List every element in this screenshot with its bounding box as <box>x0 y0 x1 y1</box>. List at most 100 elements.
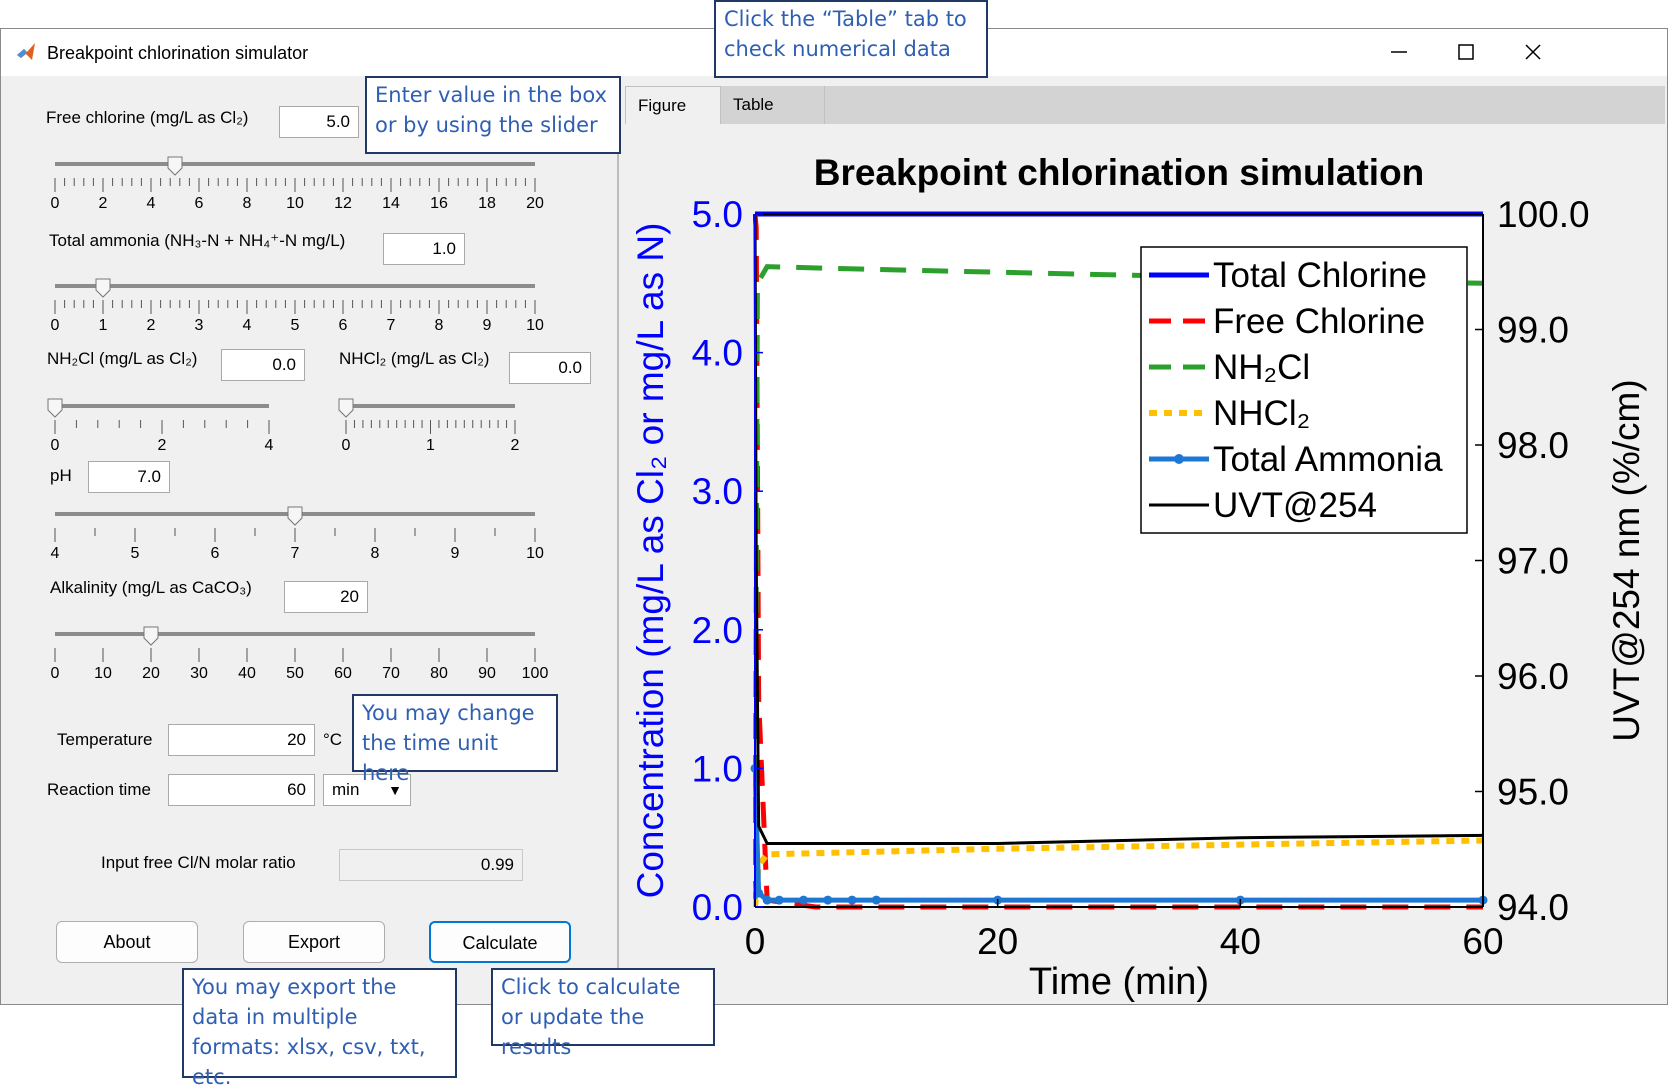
slider-tick-label: 10 <box>526 545 544 562</box>
data-point <box>871 895 881 905</box>
app-window: Breakpoint chlorination simulator Free c… <box>0 28 1668 1005</box>
matlab-logo-icon <box>17 43 35 60</box>
total-ammonia-label: Total ammonia (NH₃-N + NH₄⁺-N mg/L) <box>49 231 346 250</box>
breakpoint-chart: Breakpoint chlorination simulation 0 20 40 6… <box>630 152 1647 1003</box>
y-tick-label: 0.0 <box>692 887 743 928</box>
legend-label: Free Chlorine <box>1213 302 1425 341</box>
data-point <box>823 895 833 905</box>
slider-tick-label: 2 <box>99 195 108 212</box>
chevron-down-icon: ▼ <box>388 782 402 798</box>
ph-input[interactable]: 7.0 <box>88 461 170 493</box>
close-icon <box>1525 44 1541 60</box>
slider-tick-label: 16 <box>430 195 448 212</box>
slider-tick-label: 0 <box>51 195 60 212</box>
free-chlorine-input[interactable]: 5.0 <box>279 106 359 138</box>
slider-thumb[interactable] <box>287 506 303 526</box>
y2-tick-label: 94.0 <box>1497 887 1569 928</box>
maximize-button[interactable] <box>1446 37 1486 67</box>
slider-tick-label: 50 <box>286 665 304 682</box>
y2-tick-label: 96.0 <box>1497 656 1569 697</box>
y-tick-label: 1.0 <box>692 748 743 789</box>
slider-tick-label: 5 <box>291 317 300 334</box>
nhcl2-input[interactable]: 0.0 <box>509 352 591 384</box>
alkalinity-input[interactable]: 20 <box>284 581 368 613</box>
output-panel: Figure Table Breakpoint chlorination sim… <box>621 76 1667 1004</box>
export-button[interactable]: Export <box>243 921 385 963</box>
slider-tick-label: 20 <box>142 665 160 682</box>
about-button[interactable]: About <box>56 921 198 963</box>
y-tick-label: 4.0 <box>692 333 743 374</box>
slider-thumb[interactable] <box>143 626 159 646</box>
slider-tick-label: 1 <box>426 437 435 454</box>
slider-thumb[interactable] <box>47 398 63 418</box>
ph-label: pH <box>50 466 72 485</box>
y2-tick-label: 98.0 <box>1497 425 1569 466</box>
callout-time-unit: You may change the time unit here <box>352 694 558 785</box>
minimize-icon <box>1391 51 1407 53</box>
total-ammonia-slider[interactable]: 0 1 2 3 4 5 6 7 8 9 10 <box>41 278 551 338</box>
y-tick-label: 2.0 <box>692 610 743 651</box>
slider-tick-label: 3 <box>195 317 204 334</box>
time-unit-selected: min <box>332 780 360 799</box>
slider-tick-label: 1 <box>99 317 108 334</box>
slider-tick-label: 80 <box>430 665 448 682</box>
slider-tick-label: 14 <box>382 195 400 212</box>
slider-tick-label: 0 <box>342 437 351 454</box>
slider-thumb[interactable] <box>167 156 183 176</box>
reaction-time-input[interactable]: 60 <box>168 774 315 806</box>
slider-tick-label: 20 <box>526 195 544 212</box>
slider-tick-label: 6 <box>339 317 348 334</box>
legend-label: UVT@254 <box>1213 486 1377 525</box>
slider-tick-label: 2 <box>147 317 156 334</box>
slider-tick-label: 8 <box>435 317 444 334</box>
window-title: Breakpoint chlorination simulator <box>47 43 309 63</box>
ph-slider[interactable]: 4 5 6 7 8 9 10 <box>41 506 551 566</box>
slider-tick-label: 9 <box>451 545 460 562</box>
slider-thumb[interactable] <box>95 278 111 298</box>
temperature-unit: °C <box>323 730 343 749</box>
y2-tick-label: 97.0 <box>1497 541 1569 582</box>
input-panel: Free chlorine (mg/L as Cl₂) 5.0 0 2 4 6 8 10 1… <box>1 76 619 1004</box>
legend-label: Total Chlorine <box>1213 256 1427 295</box>
slider-tick-label: 4 <box>147 195 156 212</box>
time-unit-dropdown[interactable]: min ▼ <box>323 774 411 806</box>
slider-tick-label: 40 <box>238 665 256 682</box>
alkalinity-slider[interactable]: 0 10 20 30 40 50 60 70 80 90 100 <box>41 626 551 686</box>
slider-tick-label: 0 <box>51 317 60 334</box>
temperature-label: Temperature <box>57 730 153 749</box>
y2-axis-label: UVT@254 nm (%/cm) <box>1606 379 1647 741</box>
molar-ratio-label: Input free Cl/N molar ratio <box>101 853 296 872</box>
temperature-input[interactable]: 20 <box>168 724 315 756</box>
reaction-time-label: Reaction time <box>47 780 151 799</box>
y-tick-label: 3.0 <box>692 471 743 512</box>
x-tick-label: 20 <box>977 921 1018 962</box>
close-button[interactable] <box>1513 37 1553 67</box>
slider-tick-label: 10 <box>94 665 112 682</box>
molar-ratio-output: 0.99 <box>339 849 523 881</box>
calculate-button[interactable]: Calculate <box>429 921 571 963</box>
y-tick-label: 5.0 <box>692 194 743 235</box>
nhcl2-label: NHCl₂ (mg/L as Cl₂) <box>339 349 490 368</box>
slider-tick-label: 2 <box>511 437 520 454</box>
tab-figure[interactable]: Figure <box>625 86 721 124</box>
slider-tick-label: 4 <box>243 317 252 334</box>
x-tick-label: 40 <box>1220 921 1261 962</box>
slider-tick-label: 10 <box>286 195 304 212</box>
minimize-button[interactable] <box>1379 37 1419 67</box>
x-axis-label: Time (min) <box>1029 961 1209 1003</box>
slider-tick-label: 30 <box>190 665 208 682</box>
total-ammonia-input[interactable]: 1.0 <box>383 233 465 265</box>
slider-tick-label: 2 <box>158 437 167 454</box>
nh2cl-input[interactable]: 0.0 <box>221 349 305 381</box>
legend-label: NHCl₂ <box>1213 394 1310 433</box>
slider-thumb[interactable] <box>338 398 354 418</box>
y2-tick-label: 99.0 <box>1497 310 1569 351</box>
slider-tick-label: 7 <box>291 545 300 562</box>
slider-tick-label: 5 <box>131 545 140 562</box>
slider-tick-label: 8 <box>371 545 380 562</box>
nhcl2-slider[interactable]: 0 1 2 <box>332 398 532 454</box>
tab-table[interactable]: Table <box>721 86 825 124</box>
free-chlorine-slider[interactable]: 0 2 4 6 8 10 12 14 16 18 20 <box>41 156 551 216</box>
maximize-icon <box>1458 44 1474 60</box>
nh2cl-slider[interactable]: 0 2 4 <box>41 398 281 454</box>
